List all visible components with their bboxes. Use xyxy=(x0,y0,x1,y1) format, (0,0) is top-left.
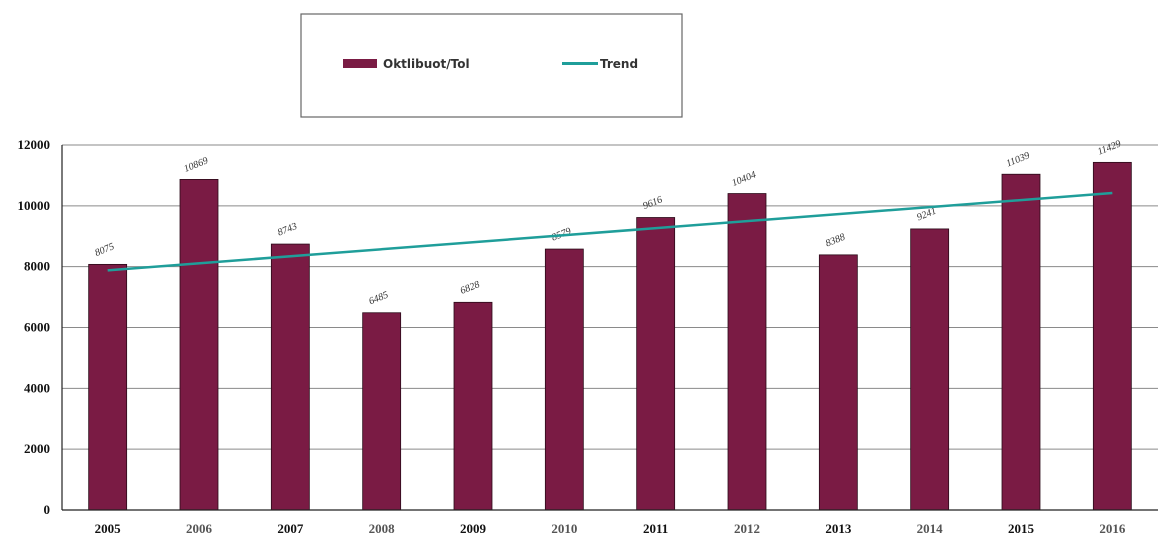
x-tick-label: 2005 xyxy=(95,521,122,536)
data-label: 6485 xyxy=(367,290,390,308)
y-tick-label: 6000 xyxy=(24,320,50,335)
x-tick-label: 2015 xyxy=(1008,521,1035,536)
y-tick-label: 4000 xyxy=(24,380,50,395)
x-tick-label: 2014 xyxy=(917,521,944,536)
x-tick-label: 2006 xyxy=(186,521,213,536)
bar xyxy=(544,248,584,511)
y-tick-label: 12000 xyxy=(18,137,51,152)
data-label: 8743 xyxy=(276,221,299,239)
x-tick-label: 2008 xyxy=(369,521,396,536)
data-label: 9616 xyxy=(641,194,664,212)
x-tick-label: 2011 xyxy=(643,521,668,536)
x-tick-label: 2009 xyxy=(460,521,487,536)
bar xyxy=(179,179,219,511)
x-axis-ticks: 2005 2006 2007 2008 2009 2010 2011 2012 2013 2014… xyxy=(95,521,1126,536)
bar xyxy=(1001,173,1041,511)
y-tick-label: 0 xyxy=(44,502,51,517)
data-label: 11429 xyxy=(1096,138,1123,157)
x-tick-label: 2013 xyxy=(825,521,852,536)
x-tick-label: 2012 xyxy=(734,521,760,536)
y-tick-label: 8000 xyxy=(24,259,50,274)
data-label: 8388 xyxy=(824,232,847,250)
trend-line xyxy=(107,191,1113,272)
x-tick-label: 2010 xyxy=(551,521,577,536)
bar xyxy=(362,312,402,511)
y-axis-ticks: 0 2000 4000 6000 8000 10000 12000 xyxy=(18,137,51,517)
y-tick-label: 10000 xyxy=(18,198,51,213)
data-label: 8075 xyxy=(93,241,116,259)
data-label: 11039 xyxy=(1005,150,1032,169)
bar xyxy=(1092,161,1132,511)
bar xyxy=(453,301,493,511)
trend-line-segment xyxy=(107,191,1113,272)
legend-label-trend: Trend xyxy=(600,57,638,71)
bar xyxy=(270,243,310,511)
x-tick-label: 2016 xyxy=(1099,521,1126,536)
bar xyxy=(88,263,128,511)
data-label: 10404 xyxy=(730,169,757,189)
x-tick-label: 2007 xyxy=(277,521,304,536)
bar xyxy=(636,217,676,511)
bars xyxy=(88,161,1132,511)
data-label: 6828 xyxy=(459,279,482,297)
legend: Oktlibuot/Tol Trend xyxy=(300,13,683,118)
bar xyxy=(818,254,858,511)
y-tick-label: 2000 xyxy=(24,441,50,456)
legend-label-bars: Oktlibuot/Tol xyxy=(383,57,470,71)
data-labels: 8075108698743648568288579961610404838892… xyxy=(93,138,1122,307)
data-label: 10869 xyxy=(182,155,209,175)
gridlines xyxy=(62,144,1158,450)
bar xyxy=(727,193,767,511)
legend-swatch-bars xyxy=(343,59,377,68)
bar xyxy=(910,228,950,511)
